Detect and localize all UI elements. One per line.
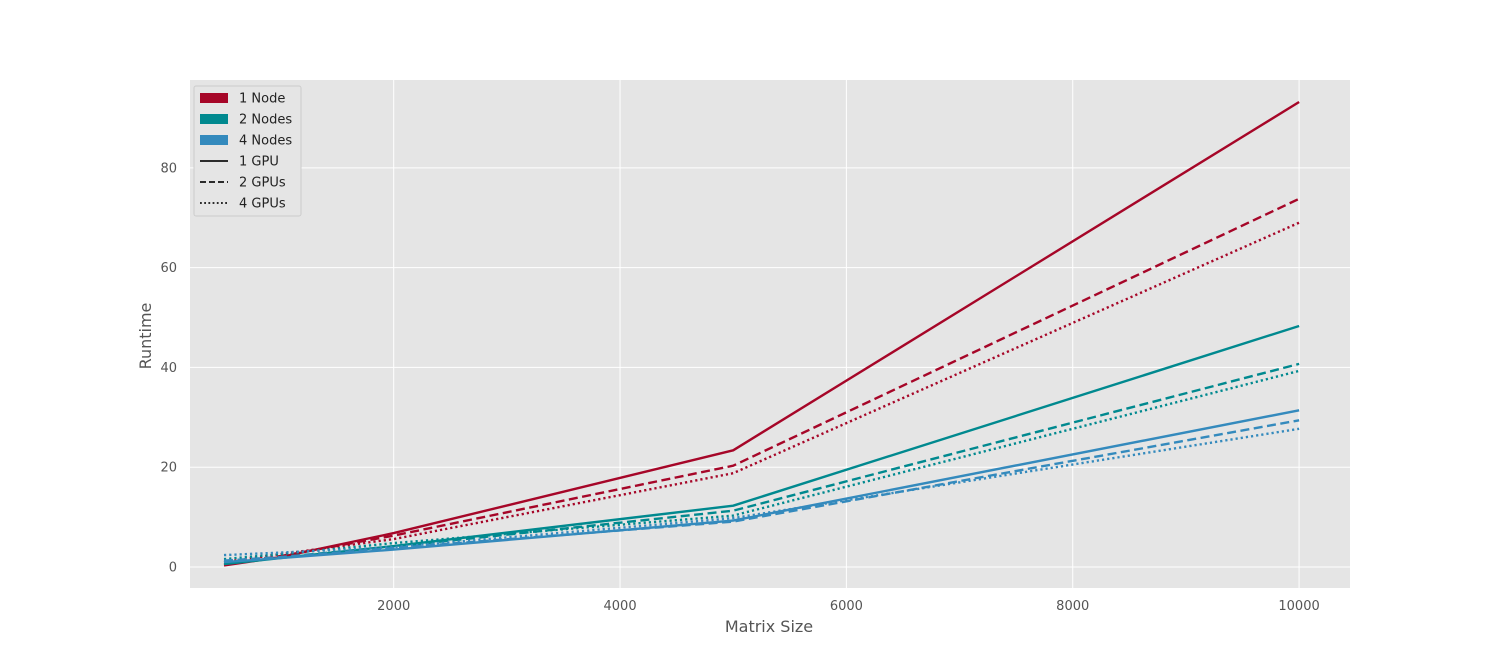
tick-labels: 2000 4000 6000 8000 10000 0 20 40 60 80 xyxy=(160,161,1319,614)
legend-label-1-gpu: 1 GPU xyxy=(239,155,279,170)
plot-area xyxy=(190,80,1350,588)
y-tick-label: 60 xyxy=(160,261,177,276)
y-tick-label: 0 xyxy=(169,561,177,576)
x-tick-label: 4000 xyxy=(604,599,637,614)
series-lines xyxy=(223,100,1300,567)
legend: 1 Node 2 Nodes 4 Nodes 1 GPU 2 GPUs 4 GPUs xyxy=(193,85,302,217)
series-line-2-nodes-4-gpus xyxy=(223,369,1300,561)
series-line-4-nodes-2-gpus xyxy=(223,419,1300,562)
y-tick-label: 40 xyxy=(160,361,177,376)
x-axis-label: Matrix Size xyxy=(725,617,813,636)
y-tick-label: 20 xyxy=(160,461,177,476)
legend-label-2-nodes: 2 Nodes xyxy=(239,113,292,128)
legend-swatch-1-node xyxy=(200,93,228,103)
y-axis-label: Runtime xyxy=(136,303,155,370)
x-tick-label: 10000 xyxy=(1278,599,1319,614)
legend-swatch-2-nodes xyxy=(200,114,228,124)
x-tick-label: 8000 xyxy=(1056,599,1089,614)
legend-label-1-node: 1 Node xyxy=(239,92,285,107)
grid-lines xyxy=(190,80,1350,588)
legend-label-2-gpus: 2 GPUs xyxy=(239,176,286,191)
series-line-4-nodes-4-gpus xyxy=(223,427,1300,557)
x-tick-label: 6000 xyxy=(830,599,863,614)
y-tick-label: 80 xyxy=(160,161,177,176)
legend-label-4-nodes: 4 Nodes xyxy=(239,134,292,149)
legend-swatch-4-nodes xyxy=(200,135,228,145)
legend-label-4-gpus: 4 GPUs xyxy=(239,197,286,212)
x-tick-label: 2000 xyxy=(377,599,410,614)
series-line-4-nodes-1-gpu xyxy=(223,409,1300,564)
series-line-2-nodes-2-gpus xyxy=(223,362,1300,564)
